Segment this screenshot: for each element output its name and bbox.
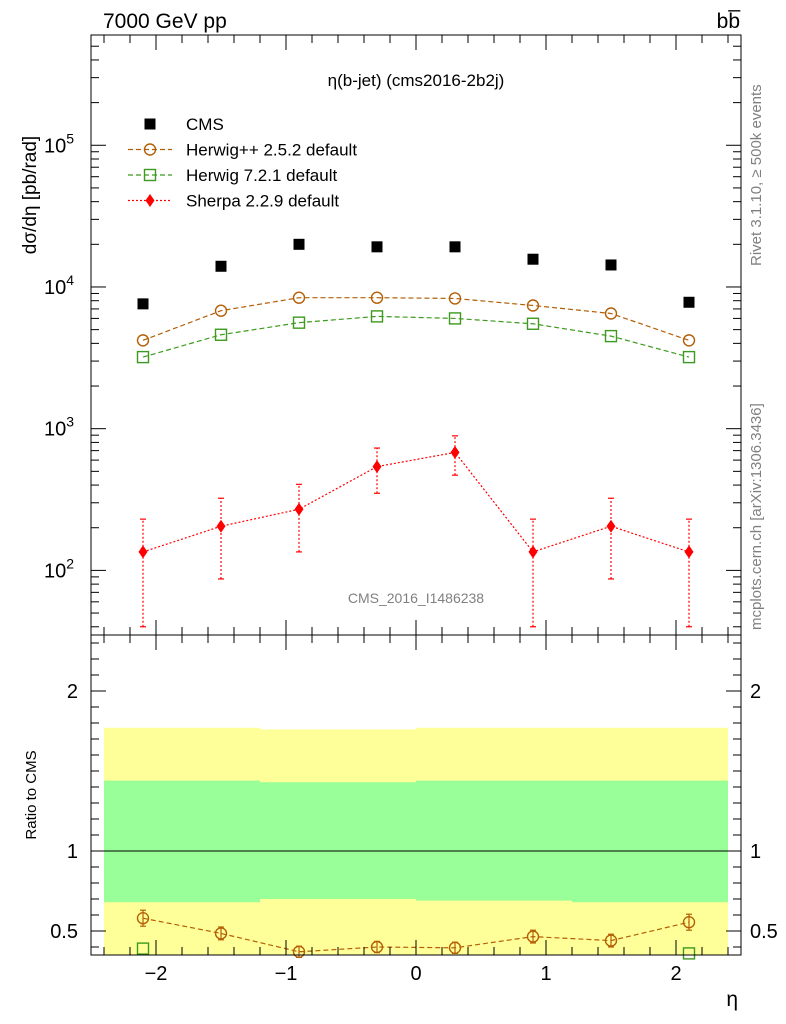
ratio-point <box>682 916 696 929</box>
data-point <box>448 312 462 325</box>
data-point <box>215 260 227 272</box>
data-point <box>136 334 150 347</box>
data-point <box>605 259 617 271</box>
ratio-content <box>91 727 741 960</box>
ratio-point <box>682 947 696 960</box>
legend-marker <box>143 143 157 156</box>
data-point <box>372 460 382 474</box>
data-point <box>136 350 150 364</box>
series-2 <box>136 310 696 364</box>
ratio-y-tick-label-right: 0.5 <box>750 921 778 943</box>
ratio-y-tick-label: 1 <box>67 841 78 863</box>
y-tick-label: 105 <box>44 130 74 157</box>
header-left: 7000 GeV pp <box>103 10 227 33</box>
y-tick-label: 102 <box>44 555 74 582</box>
legend-marker <box>145 194 155 207</box>
data-point <box>528 545 538 559</box>
data-point <box>293 238 305 250</box>
legend: CMS Herwig++ 2.5.2 default Herwig 7.2.1 de… <box>128 115 357 211</box>
ratio-y-tick-label: 0.5 <box>50 921 78 943</box>
uncertainty-band-inner <box>260 782 416 899</box>
uncertainty-band-inner <box>104 780 260 903</box>
data-point <box>527 253 539 265</box>
ratio-point <box>370 940 384 954</box>
header-right: bb̅ <box>717 10 742 33</box>
legend-marker <box>144 118 156 130</box>
ratio-y-tick-label-right: 1 <box>750 841 761 863</box>
legend-label: CMS <box>186 115 224 134</box>
legend-label: Sherpa 2.2.9 default <box>186 192 339 211</box>
ratio-point <box>448 941 462 954</box>
mcplots-label: mcplots.cern.ch [arXiv:1306.3436] <box>748 403 765 630</box>
data-point <box>370 310 384 323</box>
series-line <box>142 315 690 358</box>
series-1 <box>136 291 696 347</box>
data-point <box>526 299 540 312</box>
series-0 <box>137 238 695 310</box>
main-content <box>136 238 696 628</box>
main-title: η(b-jet) (cms2016-2b2j) <box>328 71 505 90</box>
ratio-panel: 0.5 0.5 1 1 2 2 −2 −1 0 1 2 Ratio to CMS η <box>23 634 778 1011</box>
data-point <box>682 334 696 347</box>
rivet-label: Rivet 3.1.10, ≥ 500k events <box>748 84 765 266</box>
uncertainty-band-inner <box>416 780 572 901</box>
y-tick-label: 103 <box>44 414 74 441</box>
x-tick-label: 0 <box>410 963 421 985</box>
uncertainty-band-inner <box>572 780 728 903</box>
data-point <box>604 329 618 343</box>
data-point <box>292 316 306 329</box>
series-line <box>142 451 690 553</box>
data-point <box>370 291 384 304</box>
data-point <box>526 317 540 330</box>
data-point <box>294 502 304 516</box>
ratio-point <box>526 930 540 943</box>
data-point <box>682 350 696 364</box>
data-point <box>604 307 618 320</box>
y-tick-label: 104 <box>44 272 74 299</box>
data-point <box>214 328 228 341</box>
data-point <box>683 296 695 308</box>
ratio-series-1 <box>136 942 696 960</box>
data-point <box>684 545 694 559</box>
x-tick-label: 2 <box>670 963 681 985</box>
ratio-point <box>136 912 150 925</box>
legend-label: Herwig 7.2.1 default <box>186 166 337 185</box>
data-point <box>449 241 461 253</box>
main-ticks: 102 103 104 105 <box>44 34 741 635</box>
ratio-point <box>292 945 306 958</box>
data-point <box>216 519 226 533</box>
main-panel: 102 103 104 105 η(b-jet) (cms2016-2b2j) CMS… <box>20 34 742 636</box>
data-point <box>137 298 149 310</box>
series-3 <box>138 435 694 628</box>
ratio-ticks: 0.5 0.5 1 1 2 2 −2 −1 0 1 2 <box>50 635 778 985</box>
series-line <box>142 297 690 341</box>
data-point <box>292 291 306 304</box>
legend-label: Herwig++ 2.5.2 default <box>186 141 357 160</box>
data-point <box>138 545 148 559</box>
data-point <box>214 304 228 317</box>
ratio-y-axis-label: Ratio to CMS <box>23 750 40 839</box>
analysis-watermark: CMS_2016_I1486238 <box>348 590 484 606</box>
data-point <box>606 519 616 533</box>
x-axis-label: η <box>726 988 738 1011</box>
ratio-y-tick-label-right: 2 <box>750 681 761 703</box>
ratio-point <box>604 934 618 947</box>
legend-marker <box>143 168 157 182</box>
ratio-point <box>214 927 228 940</box>
ratio-point <box>136 942 150 955</box>
data-point <box>371 241 383 253</box>
x-tick-label: 1 <box>540 963 551 985</box>
x-tick-label: −1 <box>275 963 298 985</box>
main-y-axis-label: dσ/dη [pb/rad] <box>20 136 41 254</box>
x-tick-label: −2 <box>145 963 168 985</box>
ratio-y-tick-label: 2 <box>67 681 78 703</box>
data-point <box>448 292 462 305</box>
data-point <box>450 445 460 459</box>
